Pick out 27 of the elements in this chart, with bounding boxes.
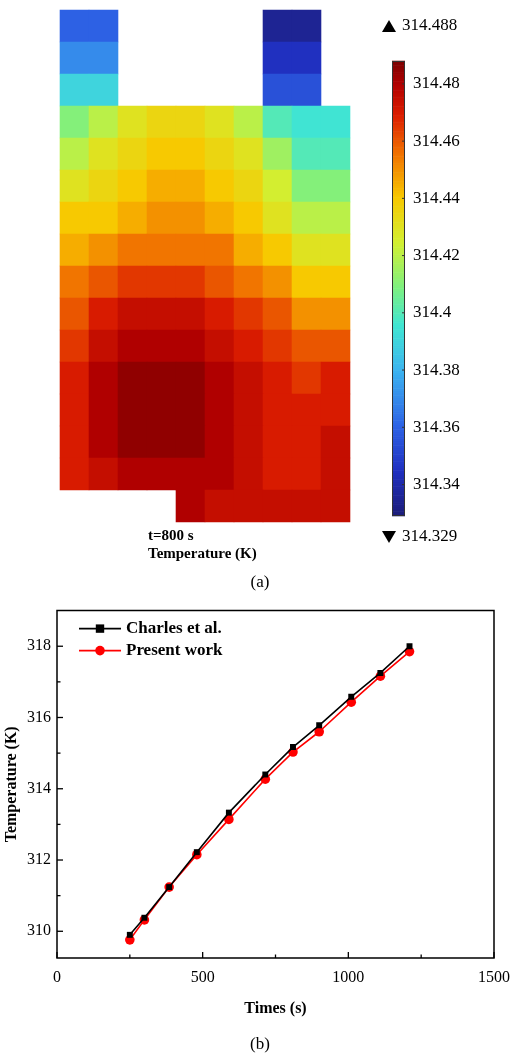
color-bar-label: 314.44 xyxy=(413,187,461,207)
text: (b) xyxy=(250,1034,270,1054)
text: 314.488 xyxy=(402,15,458,35)
y-tick-label: 314 xyxy=(27,778,51,796)
color-bar-label: 314.48 xyxy=(413,73,460,93)
legend-label: Charles et al. xyxy=(126,617,222,637)
x-tick-label: 1000 xyxy=(332,967,365,985)
y-tick-label: 316 xyxy=(27,707,51,725)
text: (a) xyxy=(250,572,270,592)
color-bar-label: 314.38 xyxy=(413,359,460,379)
text: t=800 s xyxy=(148,526,194,543)
x-tick-label: 0 xyxy=(53,967,61,985)
x-tick-label: 500 xyxy=(190,967,215,985)
x-tick-label: 1500 xyxy=(478,967,510,985)
color-bar-label: 314.4 xyxy=(413,302,452,322)
color-bar-title: Temperature (K) xyxy=(148,544,257,562)
legend-label: Present work xyxy=(126,639,224,659)
color-bar-label: 314.34 xyxy=(413,473,461,493)
color-bar-label: 314.46 xyxy=(413,130,460,150)
text: 314.329 xyxy=(402,526,458,546)
color-bar-label: 314.36 xyxy=(413,416,460,436)
y-tick-label: 312 xyxy=(27,850,51,868)
y-axis-title: Temperature (K) xyxy=(1,726,20,843)
y-tick-label: 310 xyxy=(27,921,51,939)
color-bar-label: 314.42 xyxy=(413,245,460,265)
x-axis-title: Times (s) xyxy=(244,998,307,1017)
y-tick-label: 318 xyxy=(27,636,51,654)
